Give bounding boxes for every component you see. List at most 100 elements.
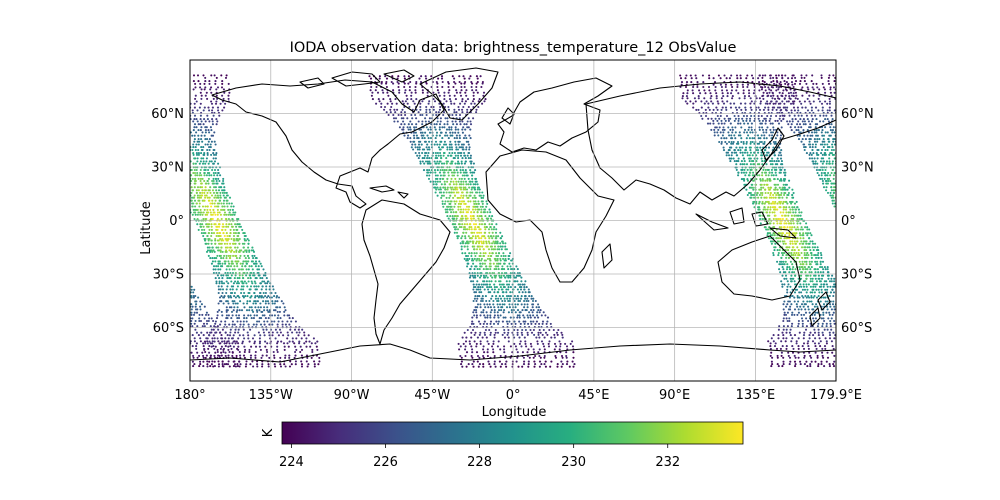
observation-point [203,82,206,85]
observation-point [778,82,781,85]
observation-point [505,306,509,309]
observation-point [207,182,210,185]
observation-point [488,286,491,289]
observation-point [204,189,207,192]
observation-point [462,143,465,146]
observation-point [403,75,406,78]
observation-point [814,162,817,165]
observation-point [787,251,791,255]
observation-point [520,295,523,298]
observation-point [798,285,801,288]
observation-point [194,148,197,152]
observation-point [210,205,213,208]
observation-point [503,268,506,271]
observation-point [826,328,829,331]
observation-point [210,86,213,89]
observation-point [203,340,207,343]
observation-point [193,106,196,109]
observation-point [822,271,825,274]
observation-point [243,337,246,340]
observation-point [485,200,488,203]
observation-point [192,120,195,123]
observation-point [782,356,785,359]
observation-point [216,337,219,340]
observation-point [809,263,812,266]
observation-point [778,186,781,189]
observation-point [821,129,824,132]
observation-point [201,205,205,208]
observation-point [460,180,463,183]
observation-point [461,108,464,111]
observation-point [457,143,460,146]
observation-point [774,246,777,249]
observation-point [215,234,218,238]
observation-point [437,146,441,149]
observation-point [430,123,433,126]
observation-point [194,208,197,211]
observation-point [814,242,817,245]
observation-point [829,325,832,328]
observation-point [476,297,479,300]
observation-point [276,323,279,326]
observation-point [507,288,510,291]
observation-point [526,306,529,309]
observation-point [461,120,464,123]
observation-point [239,262,242,265]
observation-point [234,296,237,299]
observation-point [833,202,836,205]
observation-point [816,157,819,160]
observation-point [786,325,789,328]
observation-point [195,300,198,303]
observation-point [236,277,239,280]
observation-point [776,260,779,263]
observation-point [803,80,806,83]
observation-point [466,111,469,114]
observation-point [524,291,527,294]
observation-point [459,202,462,205]
observation-point [318,360,321,363]
observation-point [800,274,803,277]
observation-point [215,88,218,91]
observation-point [497,316,500,319]
observation-point [260,317,263,320]
observation-point [216,310,219,313]
observation-point [488,231,491,234]
observation-point [233,213,236,216]
observation-point [813,283,817,286]
observation-point [258,274,261,277]
observation-point [447,82,450,85]
observation-point [521,365,524,368]
observation-point [473,291,476,294]
observation-point [191,325,194,328]
observation-point [483,303,486,306]
observation-point [445,169,448,172]
observation-point [496,314,499,317]
observation-point [462,211,465,214]
observation-point [823,345,827,348]
observation-point [774,196,777,199]
observation-point [496,311,499,314]
observation-point [204,168,207,172]
observation-point [226,271,229,275]
observation-point [445,100,448,103]
observation-point [785,211,788,214]
observation-point [276,345,279,348]
observation-point [792,191,795,195]
observation-point [448,128,451,131]
observation-point [429,128,432,131]
observation-point [211,123,214,126]
observation-point [790,109,793,112]
observation-point [229,288,232,291]
observation-point [472,117,475,120]
observation-point [784,208,788,211]
observation-point [255,277,258,280]
observation-point [255,323,258,326]
observation-point [261,285,264,288]
observation-point [786,303,789,306]
observation-point [472,98,475,101]
observation-point [771,234,774,237]
observation-point [448,151,451,155]
observation-point [444,183,447,186]
observation-point [197,152,200,155]
observation-point [495,265,498,268]
